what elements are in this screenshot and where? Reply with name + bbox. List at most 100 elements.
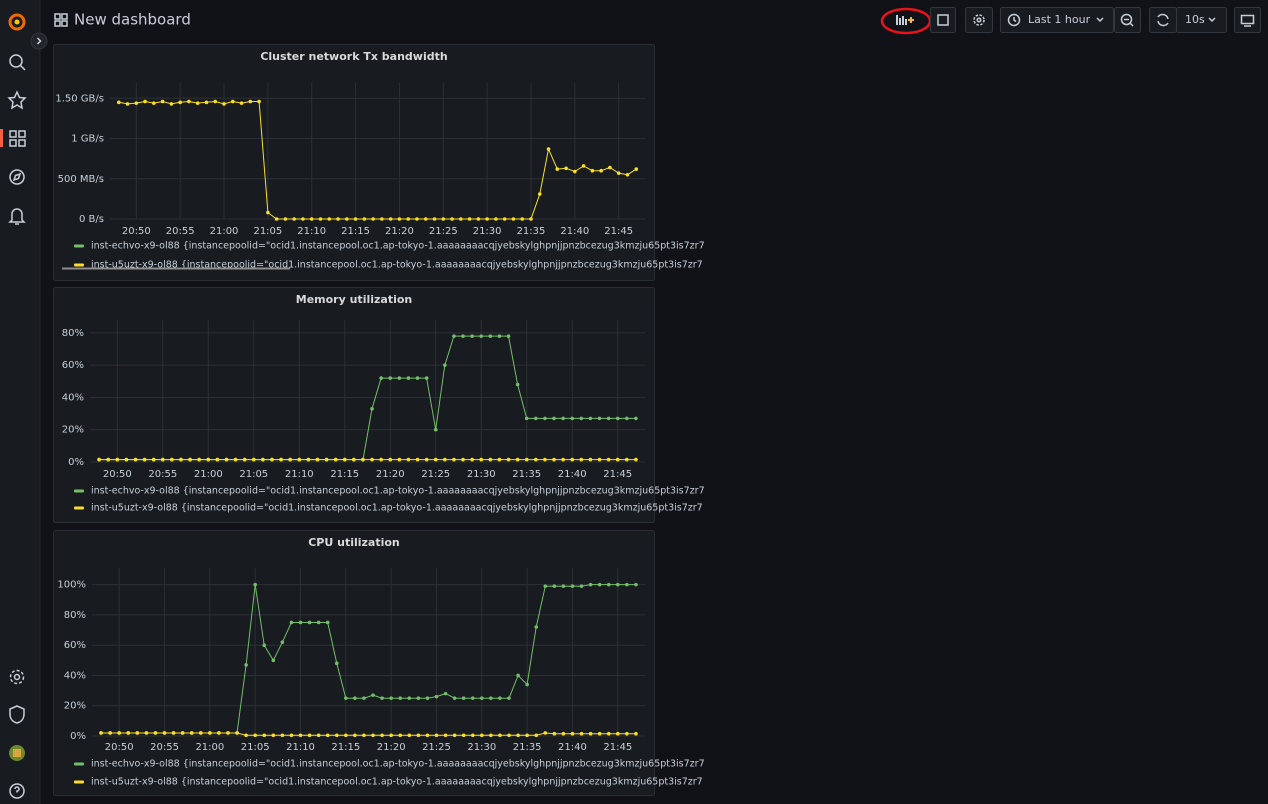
y-tick-label: 20% xyxy=(64,701,86,712)
legend-label: inst-u5uzt-x9-ol88 {instancepoolid="ocid… xyxy=(91,503,703,514)
dashboard-grid-icon xyxy=(54,13,68,27)
data-point xyxy=(222,102,226,106)
x-tick-label: 21:10 xyxy=(297,226,326,237)
data-point xyxy=(262,733,267,738)
data-point xyxy=(334,733,339,738)
data-point xyxy=(498,696,502,700)
data-point xyxy=(215,457,220,462)
data-point xyxy=(507,696,511,700)
x-tick-label: 21:05 xyxy=(239,469,268,480)
data-point xyxy=(634,457,638,462)
x-tick-label: 21:00 xyxy=(195,742,224,753)
refresh-interval-picker[interactable] xyxy=(1176,7,1227,33)
x-tick-label: 21:30 xyxy=(467,742,496,753)
refresh-interval-label[interactable]: 10s xyxy=(1185,13,1205,26)
data-point xyxy=(498,733,502,738)
legend-label: inst-u5uzt-x9-ol88 {instancepoolid="ocid… xyxy=(91,260,703,271)
data-point xyxy=(289,733,294,738)
data-point xyxy=(570,457,575,462)
dashboards-icon[interactable] xyxy=(9,130,26,147)
add-panel-button[interactable] xyxy=(896,15,914,25)
data-point xyxy=(588,731,593,736)
data-point xyxy=(423,217,428,221)
dashboard-title[interactable]: New dashboard xyxy=(74,11,191,29)
data-point xyxy=(625,582,629,587)
y-tick-label: 0% xyxy=(68,457,84,468)
data-point xyxy=(625,457,629,462)
grafana-logo[interactable] xyxy=(8,13,26,31)
data-point xyxy=(606,457,611,462)
legend-swatch xyxy=(74,506,84,510)
data-point xyxy=(117,731,121,735)
data-point xyxy=(452,733,457,738)
save-button[interactable] xyxy=(930,7,956,33)
data-point xyxy=(634,416,638,421)
data-point xyxy=(316,733,321,738)
data-point xyxy=(142,457,147,462)
data-point xyxy=(342,457,347,462)
data-point xyxy=(169,102,174,106)
data-point xyxy=(470,696,475,700)
expand-button[interactable] xyxy=(30,32,48,50)
expand-chevron xyxy=(36,37,42,45)
data-point xyxy=(497,334,502,338)
refresh-button[interactable] xyxy=(1149,7,1177,33)
data-point xyxy=(270,457,274,462)
data-point xyxy=(318,217,323,221)
user-avatar[interactable] xyxy=(9,745,25,761)
data-point xyxy=(570,731,575,736)
data-point xyxy=(262,643,267,647)
data-point xyxy=(325,733,330,738)
data-point xyxy=(502,217,507,221)
data-point xyxy=(573,169,577,174)
legend-swatch xyxy=(74,489,84,493)
data-point xyxy=(233,457,238,462)
time-picker[interactable] xyxy=(1000,7,1114,33)
x-tick-label: 20:55 xyxy=(148,469,177,480)
data-point xyxy=(443,691,448,696)
data-point xyxy=(543,731,548,735)
data-point xyxy=(271,733,276,738)
tv-mode-button[interactable] xyxy=(1234,7,1261,33)
settings-button[interactable] xyxy=(965,7,993,33)
explore-icon[interactable] xyxy=(9,169,25,185)
data-point xyxy=(506,457,511,462)
y-tick-label: 40% xyxy=(64,670,86,681)
x-tick-label: 21:35 xyxy=(517,226,546,237)
data-point xyxy=(616,731,620,736)
data-point xyxy=(226,731,230,735)
data-point xyxy=(443,363,447,367)
data-point xyxy=(597,457,602,462)
data-point xyxy=(316,620,321,625)
data-point xyxy=(144,731,149,735)
data-point xyxy=(579,416,584,421)
data-point xyxy=(274,217,279,221)
data-point xyxy=(424,376,429,380)
data-point xyxy=(292,217,296,221)
data-point xyxy=(180,731,185,735)
data-point xyxy=(525,733,529,738)
legend-swatch xyxy=(74,780,84,784)
data-point xyxy=(162,731,167,735)
search-icon[interactable] xyxy=(9,54,26,71)
data-point xyxy=(362,217,367,221)
data-point xyxy=(397,217,402,221)
data-point xyxy=(188,457,192,462)
configuration-icon[interactable] xyxy=(9,669,25,685)
help-icon[interactable] xyxy=(9,783,25,799)
data-point xyxy=(543,416,547,421)
starred-icon[interactable] xyxy=(7,90,27,110)
data-point xyxy=(301,217,305,221)
data-point xyxy=(470,733,475,738)
data-point xyxy=(489,696,493,700)
y-tick-label: 40% xyxy=(62,392,84,403)
data-point xyxy=(261,457,265,462)
data-point xyxy=(543,457,547,462)
server-admin-icon[interactable] xyxy=(9,705,25,724)
zoom-out-button[interactable] xyxy=(1114,7,1141,33)
time-range-label[interactable]: Last 1 hour xyxy=(1028,13,1091,26)
data-point xyxy=(564,166,568,171)
data-point xyxy=(170,457,174,462)
alerting-icon[interactable] xyxy=(8,208,26,225)
data-point xyxy=(388,457,393,462)
